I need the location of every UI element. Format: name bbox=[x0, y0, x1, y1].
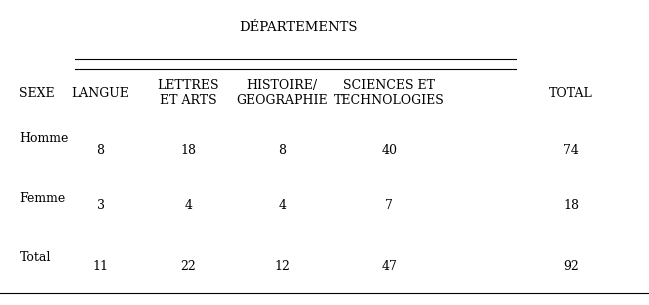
Text: DÉPARTEMENTS: DÉPARTEMENTS bbox=[239, 21, 358, 34]
Text: Femme: Femme bbox=[19, 192, 66, 205]
Text: 12: 12 bbox=[275, 260, 290, 273]
Text: SCIENCES ET
TECHNOLOGIES: SCIENCES ET TECHNOLOGIES bbox=[334, 79, 445, 107]
Text: 92: 92 bbox=[563, 260, 579, 273]
Text: 4: 4 bbox=[278, 199, 286, 212]
Text: 40: 40 bbox=[382, 145, 397, 157]
Text: SEXE: SEXE bbox=[19, 87, 55, 99]
Text: 74: 74 bbox=[563, 145, 579, 157]
Text: Homme: Homme bbox=[19, 132, 69, 145]
Text: 3: 3 bbox=[97, 199, 104, 212]
Text: 8: 8 bbox=[97, 145, 104, 157]
Text: LETTRES
ET ARTS: LETTRES ET ARTS bbox=[158, 79, 219, 107]
Text: 8: 8 bbox=[278, 145, 286, 157]
Text: HISTOIRE/
GEOGRAPHIE: HISTOIRE/ GEOGRAPHIE bbox=[236, 79, 328, 107]
Text: Total: Total bbox=[19, 251, 51, 264]
Text: TOTAL: TOTAL bbox=[549, 87, 593, 99]
Text: LANGUE: LANGUE bbox=[71, 87, 130, 99]
Text: 18: 18 bbox=[563, 199, 579, 212]
Text: 11: 11 bbox=[93, 260, 108, 273]
Text: 47: 47 bbox=[382, 260, 397, 273]
Text: 4: 4 bbox=[184, 199, 192, 212]
Text: 18: 18 bbox=[180, 145, 196, 157]
Text: 22: 22 bbox=[180, 260, 196, 273]
Text: 7: 7 bbox=[386, 199, 393, 212]
